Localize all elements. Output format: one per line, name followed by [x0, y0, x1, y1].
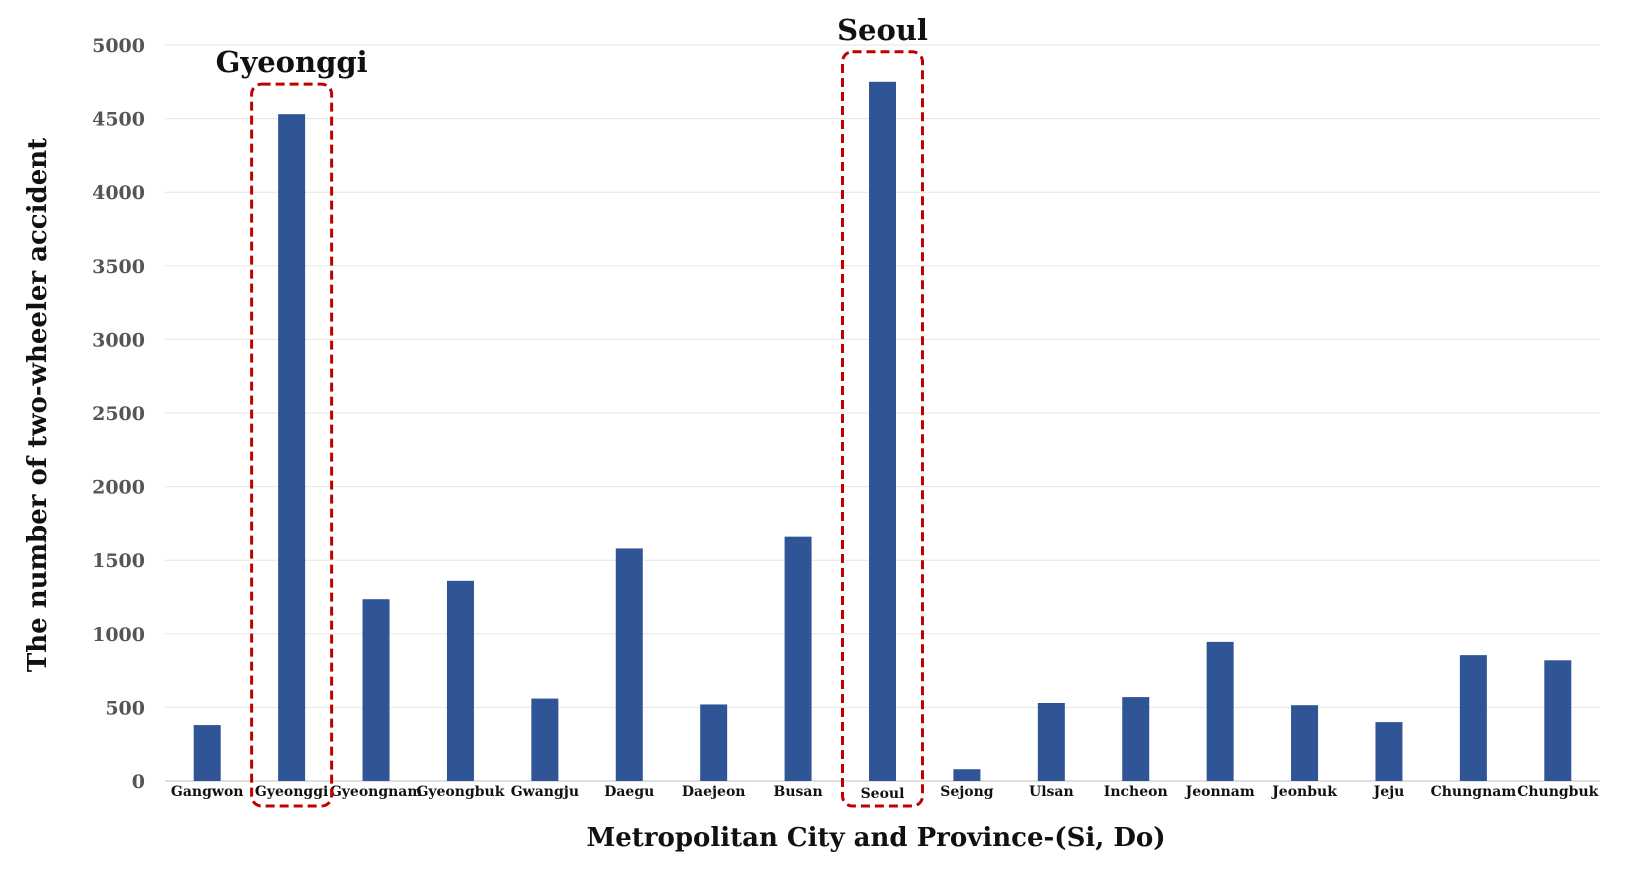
y-tick-label: 3500 — [92, 256, 145, 278]
y-axis-title: The number of two-wheeler accident — [23, 138, 53, 672]
bar — [531, 698, 559, 781]
x-tick-label: Jeonbuk — [1270, 784, 1337, 800]
y-tick-label: 4500 — [92, 109, 145, 131]
bar — [362, 599, 390, 781]
y-tick-label: 500 — [105, 697, 145, 719]
annotation-label: Seoul — [837, 13, 928, 47]
bars — [193, 81, 1572, 782]
x-tick-label: Jeju — [1372, 784, 1405, 800]
x-tick-label: Sejong — [940, 784, 994, 800]
x-tick-label: Gyeongnam — [330, 784, 423, 800]
y-tick-label: 5000 — [92, 35, 145, 57]
bar — [953, 769, 981, 781]
bar — [1544, 660, 1572, 781]
y-tick-label: 2000 — [92, 477, 145, 499]
x-tick-label: Incheon — [1104, 784, 1168, 800]
annotation-label: Gyeonggi — [216, 45, 368, 79]
bar — [1206, 641, 1234, 781]
x-tick-label: Gyeonggi — [255, 784, 328, 800]
y-tick-label: 2500 — [92, 403, 145, 425]
bar — [1459, 655, 1487, 781]
y-tick-label: 1000 — [92, 624, 145, 646]
x-tick-label: Gyeongbuk — [416, 784, 504, 800]
x-tick-label: Gwangju — [511, 784, 579, 800]
highlight-box — [250, 82, 334, 808]
y-tick-label: 1500 — [92, 550, 145, 572]
highlight-box — [841, 50, 924, 808]
x-tick-label: Daegu — [604, 784, 654, 800]
y-tick-label: 0 — [132, 771, 145, 793]
y-tick-label: 3000 — [92, 329, 145, 351]
y-tick-labels: 0 500 1000 1500 2000 2500 3000 3500 4000 4500 5000 — [92, 35, 145, 793]
bar — [193, 725, 221, 781]
x-tick-label: Jeonnam — [1184, 784, 1255, 800]
x-tick-label: Busan — [774, 784, 823, 800]
x-axis-title: Metropolitan City and Province-(Si, Do) — [586, 823, 1165, 853]
bar — [700, 704, 728, 781]
bar — [1122, 697, 1150, 781]
x-tick-label: Chungbuk — [1517, 784, 1598, 800]
annotations: Gyeonggi Seoul — [216, 13, 928, 808]
bar — [1291, 705, 1319, 781]
x-tick-label: Gangwon — [171, 784, 244, 800]
x-tick-label: Daejeon — [682, 784, 746, 800]
x-tick-label: Seoul — [861, 786, 905, 802]
bar — [278, 114, 306, 781]
bar — [615, 548, 643, 781]
bar — [869, 81, 896, 782]
x-tick-label: Chungnam — [1431, 784, 1517, 800]
y-tick-label: 4000 — [92, 182, 145, 204]
bar — [784, 536, 812, 781]
x-tick-label: Ulsan — [1029, 784, 1074, 800]
bar — [446, 580, 474, 781]
bar — [1375, 722, 1403, 781]
bar — [1037, 702, 1065, 781]
